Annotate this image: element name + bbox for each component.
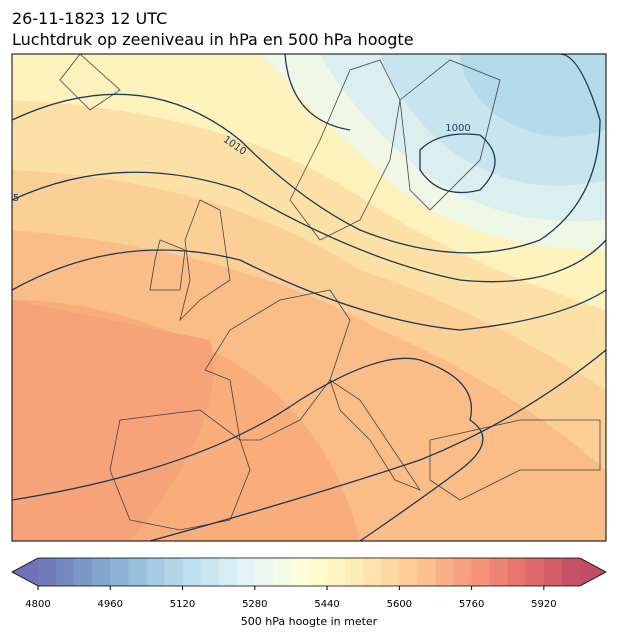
colorbar-tick-label: 5440 [314, 599, 339, 610]
colorbar-segment [399, 558, 418, 586]
colorbar-segment [164, 558, 184, 586]
colorbar-segment [561, 558, 581, 586]
colorbar-segment [146, 558, 165, 586]
colorbar-segment [525, 558, 545, 586]
colorbar-segment [38, 558, 57, 586]
map-frame [11, 53, 607, 542]
contour-label: 1000 [445, 123, 470, 134]
colorbar-tick-label: 5120 [170, 599, 195, 610]
colorbar-segment [507, 558, 527, 586]
title: Luchtdruk op zeeniveau in hPa en 500 hPa… [12, 30, 414, 49]
colorbar-tick-label: 5760 [459, 599, 484, 610]
date: 26-11-1823 12 UTC [12, 9, 167, 28]
colorbar-tick-label: 5280 [242, 599, 267, 610]
colorbar-segment [182, 558, 202, 586]
colorbar-segment [363, 558, 382, 586]
colorbar-segment [345, 558, 364, 586]
colorbar-extend [580, 558, 606, 586]
colorbar-segment [56, 558, 75, 586]
colorbar-segment [435, 558, 455, 586]
colorbar-tick-label: 4960 [98, 599, 123, 610]
colorbar-tick-label: 5600 [387, 599, 412, 610]
colorbar-tick-label: 5920 [531, 599, 556, 610]
colorbar-segment [290, 558, 310, 586]
contour-label: 5 [13, 193, 19, 204]
colorbar-label: 500 hPa hoogte in meter [241, 615, 378, 628]
colorbar-segment [200, 558, 220, 586]
colorbar-segment [74, 558, 93, 586]
colorbar-segment [254, 558, 274, 586]
colorbar-segment [236, 558, 256, 586]
colorbar-segment [489, 558, 509, 586]
colorbar-segment [381, 558, 400, 586]
colorbar-segment [417, 558, 436, 586]
colorbar-tick-label: 4800 [25, 599, 50, 610]
colorbar-segment [92, 558, 111, 586]
map [12, 54, 606, 541]
colorbar-extend [12, 558, 38, 586]
colorbar-segment [309, 558, 328, 586]
colorbar-segment [272, 558, 292, 586]
colorbar-segment [471, 558, 491, 586]
coastlines [59, 54, 601, 531]
colorbar-segment [543, 558, 563, 586]
colorbar-segment [327, 558, 346, 586]
colorbar-segment [453, 558, 473, 586]
colorbar: 4800 4960 5120 5280 5440 5600 5760 5920 [11, 557, 607, 610]
colorbar-segment [218, 558, 238, 586]
colorbar-segment [128, 558, 147, 586]
colorbar-segment [110, 558, 129, 586]
